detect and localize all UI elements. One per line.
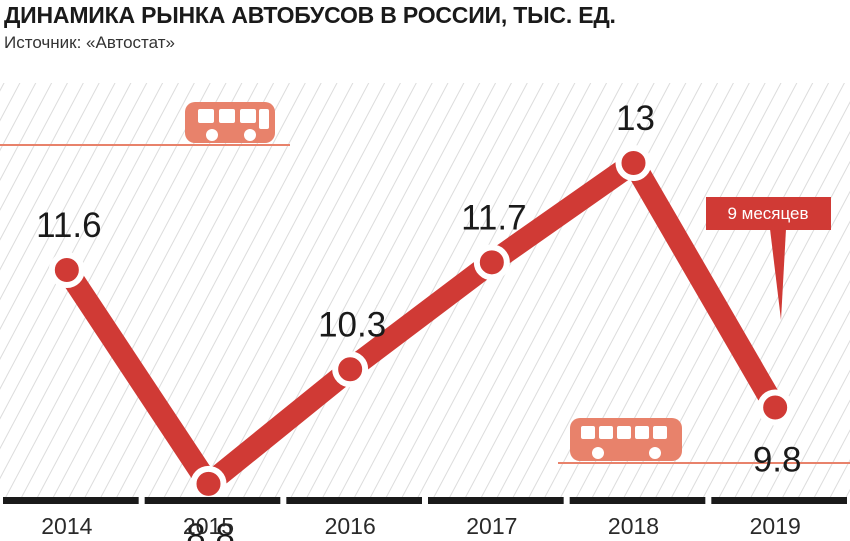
x-tick-label: 2015 [183,513,234,539]
x-axis-segment [286,497,422,504]
x-axis-segment [711,497,847,504]
data-point [332,351,369,388]
data-markers [48,145,794,502]
bus-icon [558,418,850,464]
annotation-callout: 9 месяцев [706,197,831,320]
x-tick-label: 2014 [41,513,92,539]
x-axis-segment [144,497,281,504]
data-point [190,465,227,502]
x-axis-segment [3,497,139,504]
data-point [48,251,85,288]
value-label: 11.6 [36,206,102,245]
value-label: 9.8 [753,440,802,479]
x-axis [3,497,847,504]
chart-source: Источник: «Автостат» [4,33,175,52]
value-labels: 11.6 8.8 10.3 11.7 13 9.8 [36,99,801,541]
data-point [757,389,794,426]
x-axis-segment [428,497,564,504]
series-line [55,152,787,495]
data-point [615,145,652,181]
x-tick-label: 2016 [325,513,376,539]
bus-icon [0,102,290,146]
x-axis-segment [569,497,706,504]
x-tick-labels: 2014 2015 2016 2017 2018 2019 [41,513,801,539]
value-label: 10.3 [318,305,386,344]
value-label: 8.8 [186,517,235,541]
annotation-text: 9 месяцев [727,204,808,223]
data-point [473,244,510,281]
x-tick-label: 2019 [750,513,801,539]
x-tick-label: 2017 [466,513,517,539]
value-label: 13 [616,99,655,138]
value-label: 11.7 [461,198,527,237]
chart-title: ДИНАМИКА РЫНКА АВТОБУСОВ В РОССИИ, ТЫС. … [4,2,616,28]
x-tick-label: 2018 [608,513,659,539]
